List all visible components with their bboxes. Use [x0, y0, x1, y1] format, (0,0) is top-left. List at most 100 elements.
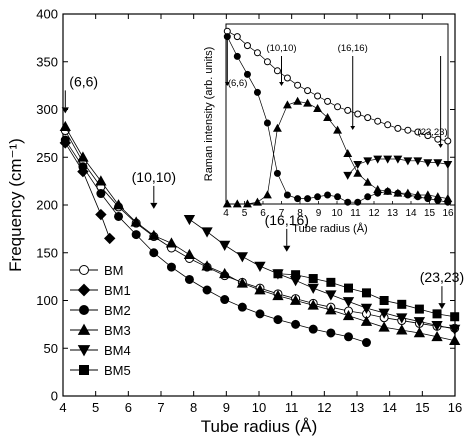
inset-x-tick-label: 13 [387, 208, 399, 219]
inset-data-point-open-circle [364, 114, 372, 122]
x-tick-label: 16 [448, 400, 462, 415]
series-line-bm4 [189, 218, 455, 330]
inset-data-point-circle [354, 198, 362, 206]
data-point-bm3 [236, 277, 248, 288]
inset-annotation-arrow-head [438, 144, 443, 148]
inset-data-point-triangle-up [443, 193, 453, 202]
legend-label-bm2: BM2 [104, 303, 131, 318]
inset-data-point-open-circle [414, 128, 422, 136]
inset-data-point-triangle-up [323, 112, 333, 121]
data-point-bm5 [432, 309, 442, 319]
data-point-bm3 [201, 260, 213, 271]
main-plot: 4 5 6 7 8 9 10 11 12 13 14 15 16 0 50 100 150 200 250 300 35… [6, 7, 464, 437]
inset-data-point-triangle-down [343, 171, 353, 180]
inset-data-point-open-circle [314, 92, 322, 100]
inset-data-point-triangle-up [343, 148, 353, 157]
data-point-bm5 [291, 270, 301, 280]
legend-label-bm4: BM4 [104, 343, 131, 358]
main-data-marks [59, 120, 461, 348]
inset-y-axis-title: Raman intensity (arb. units) [203, 47, 215, 182]
inset-data-point-triangle-up [353, 168, 363, 177]
inset-annotation-arrow-head [350, 126, 356, 130]
legend-marker-bm3 [77, 323, 91, 335]
inset-data-point-open-circle [263, 58, 271, 66]
inset-data-point-triangle-up [293, 96, 303, 105]
x-tick-label: 4 [59, 400, 66, 415]
inset-x-tick-label: 12 [368, 208, 380, 219]
inset-data-point-triangle-up [333, 125, 343, 134]
y-tick-label: 350 [36, 54, 58, 69]
inset-data-point-open-circle [354, 110, 362, 118]
inset-annotation-label: (10,10) [266, 43, 296, 54]
inset-data-point-triangle-up [403, 188, 413, 197]
annotation-arrow-head [150, 202, 158, 209]
x-axis-title: Tube radius (Å) [201, 417, 318, 436]
data-point-bm3 [59, 120, 71, 132]
data-point-bm3 [272, 289, 284, 301]
inset-data-point-triangle-down [423, 159, 433, 168]
data-point-bm4 [449, 324, 461, 335]
inset-data-point-triangle-up [373, 184, 383, 193]
data-point-bm5 [397, 299, 407, 309]
legend-label-bm: BM [104, 263, 124, 278]
data-point-bm5 [326, 277, 336, 287]
inset-x-tick-label: 10 [331, 208, 343, 219]
legend-label-bm1: BM1 [104, 283, 131, 298]
inset-annotations: (6,6) (10,10) (16,16) (23,23) [224, 38, 448, 148]
data-point-bm2 [96, 189, 106, 199]
inset-data-point-triangle-up [383, 186, 393, 195]
data-point-bm2 [149, 248, 159, 258]
data-point-bm3 [183, 248, 196, 259]
inset-data-point-triangle-down [413, 157, 423, 166]
y-tick-label: 200 [36, 198, 58, 213]
inset-data-point-open-circle [243, 42, 251, 50]
data-point-bm2 [60, 135, 70, 145]
inset-plot: 4 5 6 7 8 9 10 11 12 13 14 15 16 (6,6) (10,10) (16,16)… [203, 23, 454, 235]
data-point-bm3 [112, 199, 125, 210]
main-axis-ticks: 4 5 6 7 8 9 10 11 12 13 14 15 16 0 50 100 150 200 250 300 35… [36, 7, 462, 416]
inset-data-point-circle [253, 88, 261, 96]
inset-x-tick-label: 14 [405, 208, 417, 219]
inset-data-point-open-circle [334, 103, 342, 111]
legend-marker-bm4 [77, 345, 91, 357]
data-point-bm4 [342, 297, 355, 308]
inset-x-tick-label: 8 [297, 208, 303, 219]
data-point-bm5 [450, 312, 460, 322]
x-tick-label: 6 [125, 400, 132, 415]
annotation-label: (23,23) [420, 269, 464, 285]
data-point-bm3 [325, 304, 337, 315]
inset-data-point-open-circle [374, 117, 382, 125]
inset-data-point-open-circle [404, 126, 412, 134]
inset-data-point-triangle-down [353, 161, 363, 170]
data-point-bm3 [165, 237, 178, 248]
data-point-bm3 [95, 175, 107, 186]
series-line-bm1 [64, 142, 111, 239]
data-point-bm2 [255, 309, 265, 319]
data-point-bm3 [431, 330, 443, 342]
inset-data-point-circle [273, 169, 281, 177]
data-point-bm3 [413, 327, 426, 338]
x-tick-label: 13 [350, 400, 364, 415]
inset-annotation-label: (16,16) [338, 43, 368, 54]
x-tick-label: 12 [317, 400, 331, 415]
annotation-label: (10,10) [132, 169, 176, 185]
inset-data-point-triangle-down [403, 157, 413, 166]
inset-data-point-open-circle [424, 132, 432, 140]
inset-data-point-triangle-down [383, 155, 393, 164]
x-tick-label: 9 [223, 400, 230, 415]
y-tick-label: 300 [36, 102, 58, 117]
data-point-bm4 [254, 261, 266, 272]
legend-marker-bm2 [79, 305, 89, 315]
y-tick-label: 50 [44, 341, 58, 356]
data-point-bm4 [219, 240, 231, 251]
inset-data-point-triangle-up [413, 190, 423, 199]
inset-data-point-open-circle [444, 137, 452, 145]
data-point-bm4 [396, 313, 408, 324]
inset-annotation-arrow-head [224, 82, 230, 86]
data-point-bm3 [307, 299, 319, 310]
inset-annotation-label: (6,6) [228, 78, 248, 89]
inset-data-point-circle [283, 191, 291, 199]
x-tick-label: 7 [157, 400, 164, 415]
legend-marker-bm [79, 265, 89, 275]
